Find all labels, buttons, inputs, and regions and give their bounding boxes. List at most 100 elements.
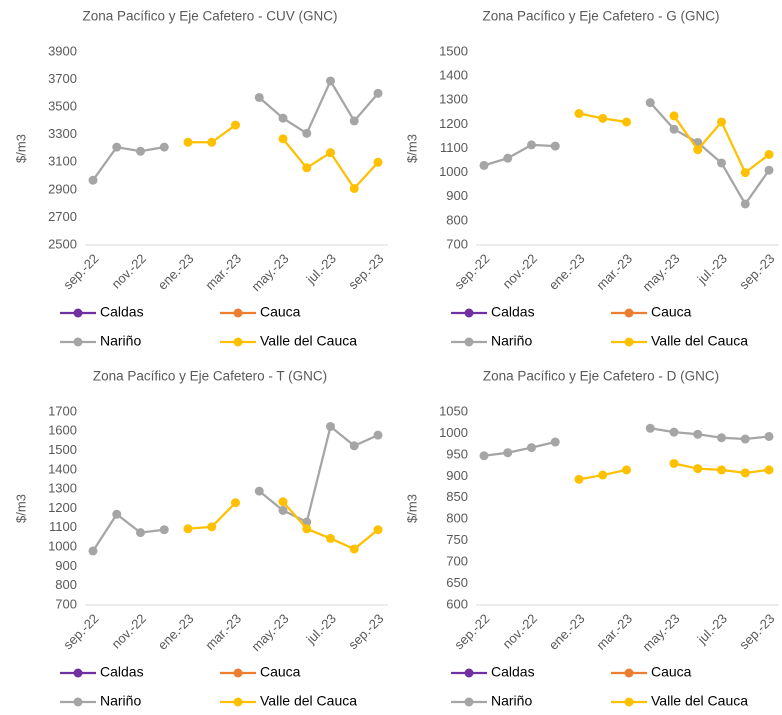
x-tick-label: ene.-23 (546, 251, 588, 293)
data-point (183, 137, 193, 147)
data-point (645, 98, 655, 108)
y-tick-label: 650 (446, 575, 468, 590)
y-tick-label: 800 (55, 577, 77, 592)
series-line (282, 138, 379, 191)
data-point (764, 150, 774, 160)
data-point (503, 153, 513, 163)
data-point (717, 465, 726, 475)
legend-marker (233, 308, 243, 318)
series-line (92, 512, 165, 552)
data-point (254, 486, 264, 496)
y-tick-label: 3900 (48, 43, 77, 58)
y-axis-label: $/m3 (13, 134, 28, 163)
y-tick-label: 1000 (48, 539, 77, 554)
data-point (717, 158, 726, 168)
data-point (598, 113, 608, 123)
data-point (717, 433, 726, 443)
data-point (622, 465, 631, 475)
legend-marker (73, 308, 83, 318)
legend-marker (464, 308, 474, 318)
data-point (479, 160, 489, 170)
legend-label: Cauca (260, 664, 301, 680)
data-point (207, 522, 217, 532)
data-point (373, 430, 383, 440)
y-tick-label: 1400 (439, 68, 468, 83)
data-point (373, 157, 383, 167)
series-line (650, 427, 770, 441)
data-point (669, 111, 679, 121)
y-tick-label: 1600 (48, 423, 77, 438)
y-tick-label: 3500 (48, 99, 77, 114)
chart-title: Zona Pacífico y Eje Cafetero - G (GNC) (482, 9, 719, 24)
legend-label: Caldas (100, 664, 144, 680)
legend-label: Caldas (100, 304, 144, 320)
y-tick-label: 750 (446, 532, 468, 547)
data-point (302, 517, 312, 527)
x-tick-label: sep.-22 (451, 251, 492, 292)
x-tick-label: mar.-23 (593, 251, 635, 293)
x-tick-label: jul.-23 (303, 251, 339, 287)
y-tick-label: 1200 (439, 116, 468, 131)
data-point (693, 464, 703, 474)
data-point (136, 146, 145, 156)
legend-marker (624, 668, 634, 678)
data-point (669, 427, 679, 437)
x-tick-label: may.-23 (248, 251, 291, 294)
data-point (527, 443, 536, 453)
chart-title: Zona Pacífico y Eje Cafetero - T (GNC) (93, 369, 327, 384)
x-tick-label: mar.-23 (202, 611, 244, 653)
data-point (254, 92, 264, 102)
legend-label: Valle del Cauca (651, 333, 748, 349)
legend-label: Valle del Cauca (651, 693, 748, 709)
y-tick-label: 700 (55, 596, 77, 611)
y-tick-label: 3700 (48, 71, 77, 86)
data-point (302, 163, 312, 173)
data-point (136, 528, 145, 538)
y-tick-label: 1100 (440, 140, 468, 155)
chart-title: Zona Pacífico y Eje Cafetero - CUV (GNC) (82, 9, 337, 24)
data-point (645, 423, 655, 433)
series-line (92, 145, 165, 181)
y-tick-label: 700 (446, 236, 468, 251)
x-tick-label: mar.-23 (593, 611, 635, 653)
legend-label: Nariño (491, 693, 532, 709)
y-tick-label: 900 (446, 468, 468, 483)
legend-label: Cauca (651, 304, 692, 320)
y-tick-label: 2900 (48, 181, 77, 196)
legend-label: Cauca (260, 304, 301, 320)
data-point (349, 544, 359, 554)
data-point (88, 175, 98, 185)
data-point (159, 525, 169, 535)
data-point (740, 434, 750, 444)
y-axis-label: $/m3 (404, 494, 419, 523)
y-tick-label: 1100 (49, 519, 77, 534)
data-point (349, 183, 359, 193)
data-point (764, 431, 774, 441)
legend-marker (233, 697, 243, 707)
data-point (278, 497, 288, 507)
y-tick-label: 700 (446, 554, 468, 569)
legend-marker (624, 308, 634, 318)
data-point (598, 470, 608, 480)
y-tick-label: 1200 (48, 500, 77, 515)
x-tick-label: jul.-23 (303, 611, 339, 647)
y-tick-label: 800 (446, 212, 468, 227)
series-line (483, 143, 556, 167)
x-tick-label: jul.-23 (694, 611, 730, 647)
data-point (326, 533, 335, 543)
x-tick-label: sep.-23 (736, 611, 777, 652)
legend-label: Nariño (491, 333, 532, 349)
data-point (717, 117, 726, 127)
y-tick-label: 800 (446, 511, 468, 526)
legend-marker (73, 337, 83, 347)
data-point (326, 76, 335, 86)
series-line (258, 78, 379, 135)
data-point (302, 128, 312, 138)
legend-label: Valle del Cauca (260, 693, 357, 709)
data-point (278, 113, 288, 123)
data-point (550, 141, 560, 151)
x-tick-label: sep.-23 (345, 251, 386, 292)
chart-title: Zona Pacífico y Eje Cafetero - D (GNC) (483, 369, 719, 384)
legend-marker (624, 337, 634, 347)
